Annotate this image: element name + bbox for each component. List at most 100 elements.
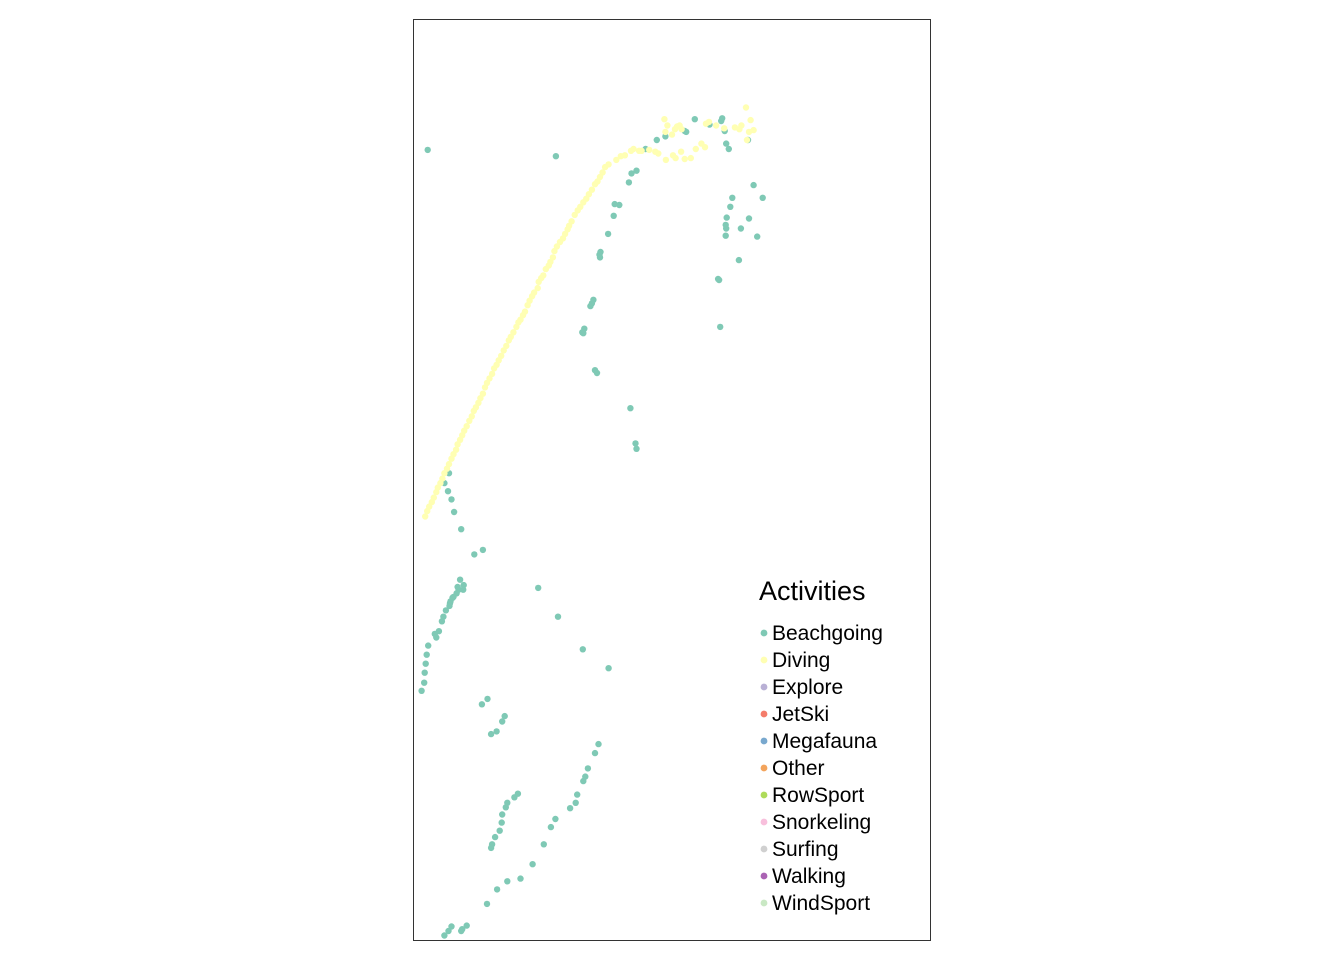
point-diving-79	[505, 337, 512, 344]
legend-item-jetski: JetSki	[760, 703, 829, 726]
point-diving-38	[613, 156, 620, 164]
point-diving-14	[750, 126, 757, 134]
point-beachgoing-101	[433, 634, 440, 641]
point-beachgoing-41	[759, 194, 766, 201]
point-beachgoing-13	[610, 212, 617, 219]
legend-swatch-jetski	[760, 710, 768, 718]
point-beachgoing-85	[456, 576, 464, 583]
point-diving-0	[662, 128, 669, 136]
point-diving-50	[574, 207, 581, 214]
point-beachgoing-24	[691, 116, 698, 123]
point-beachgoing-50	[483, 900, 491, 908]
point-beachgoing-122	[458, 927, 465, 935]
panel-border	[413, 19, 931, 941]
legend-swatch-rowsport	[760, 791, 768, 799]
point-diving-37	[617, 153, 624, 160]
point-beachgoing-79	[450, 508, 458, 516]
legend-swatch-diving	[760, 656, 768, 664]
point-beachgoing-80	[448, 496, 455, 503]
point-diving-16	[721, 125, 728, 132]
point-beachgoing-87	[460, 586, 467, 593]
point-beachgoing-112	[498, 819, 505, 826]
point-beachgoing-47	[627, 405, 634, 412]
point-beachgoing-81	[444, 488, 452, 495]
point-beachgoing-30	[725, 145, 732, 153]
legend-label-other: Other	[772, 757, 825, 780]
legend-items: Beachgoing Diving Explore JetSki Megafauna Ot…	[760, 622, 883, 915]
point-beachgoing-8	[590, 296, 597, 303]
point-beachgoing-75	[535, 584, 542, 592]
legend-label-walking: Walking	[772, 865, 846, 888]
point-beachgoing-96	[442, 607, 450, 614]
point-diving-40	[601, 163, 609, 171]
point-beachgoing-77	[471, 551, 478, 558]
point-beachgoing-66	[487, 730, 495, 738]
point-beachgoing-98	[438, 618, 446, 625]
point-diving-25	[677, 148, 685, 155]
point-beachgoing-45	[735, 256, 743, 264]
point-beachgoing-49	[593, 369, 601, 377]
legend-swatch-megafauna	[760, 737, 768, 745]
point-beachgoing-72	[605, 665, 612, 672]
point-beachgoing-123	[448, 923, 455, 930]
point-beachgoing-44	[715, 276, 723, 284]
point-diving-116	[422, 513, 429, 520]
point-diving-30	[652, 148, 659, 155]
point-beachgoing-11	[596, 254, 604, 261]
point-layer	[418, 104, 766, 939]
point-diving-96	[466, 417, 473, 424]
legend-swatch-surfing	[760, 845, 768, 853]
legend-swatch-walking	[760, 872, 768, 880]
point-diving-6	[676, 122, 683, 129]
point-beachgoing-57	[552, 815, 559, 823]
point-beachgoing-2	[632, 440, 639, 447]
point-beachgoing-55	[540, 841, 547, 848]
legend-title: Activities	[759, 576, 866, 606]
point-beachgoing-71	[484, 695, 491, 703]
point-beachgoing-103	[423, 651, 430, 658]
legend-swatch-windsport	[760, 899, 768, 907]
point-diving-17	[712, 122, 720, 129]
point-diving-115	[424, 507, 431, 515]
point-diving-11	[743, 136, 751, 144]
point-beachgoing-121	[463, 922, 470, 929]
point-diving-33	[635, 147, 643, 154]
point-diving-48	[580, 199, 587, 206]
point-beachgoing-17	[628, 170, 635, 177]
point-diving-107	[441, 470, 448, 477]
point-beachgoing-20	[653, 136, 660, 144]
point-diving-89	[481, 384, 489, 391]
point-beachgoing-53	[517, 875, 524, 882]
point-diving-63	[542, 265, 549, 273]
point-beachgoing-117	[514, 790, 522, 797]
legend-label-rowsport: RowSport	[772, 784, 864, 807]
point-diving-104	[448, 455, 455, 462]
point-diving-44	[591, 181, 599, 188]
legend-label-beachgoing: Beachgoing	[772, 622, 883, 645]
series-beachgoing	[418, 115, 766, 939]
point-beachgoing-63	[584, 765, 592, 772]
legend-swatch-snorkeling	[760, 818, 768, 826]
point-beachgoing-46	[717, 323, 724, 331]
point-beachgoing-68	[499, 718, 506, 725]
point-beachgoing-89	[454, 583, 461, 591]
point-diving-19	[702, 120, 710, 127]
point-diving-35	[627, 147, 635, 154]
point-beachgoing-104	[422, 660, 429, 667]
legend-label-surfing: Surfing	[772, 838, 839, 861]
point-beachgoing-0	[552, 153, 560, 160]
point-diving-76	[513, 323, 520, 331]
point-beachgoing-65	[595, 740, 602, 748]
legend-swatch-beachgoing	[760, 629, 768, 637]
point-beachgoing-119	[445, 927, 452, 935]
legend-label-windsport: WindSport	[772, 892, 870, 915]
legend: Activities Beachgoing Diving Explore JetSki…	[759, 576, 883, 915]
legend-item-surfing: Surfing	[760, 838, 839, 861]
point-beachgoing-118	[441, 932, 448, 939]
point-beachgoing-93	[450, 593, 457, 601]
point-beachgoing-18	[633, 167, 640, 174]
point-beachgoing-78	[458, 526, 465, 533]
point-beachgoing-64	[591, 749, 599, 757]
point-beachgoing-95	[446, 602, 453, 610]
point-diving-24	[681, 155, 688, 163]
